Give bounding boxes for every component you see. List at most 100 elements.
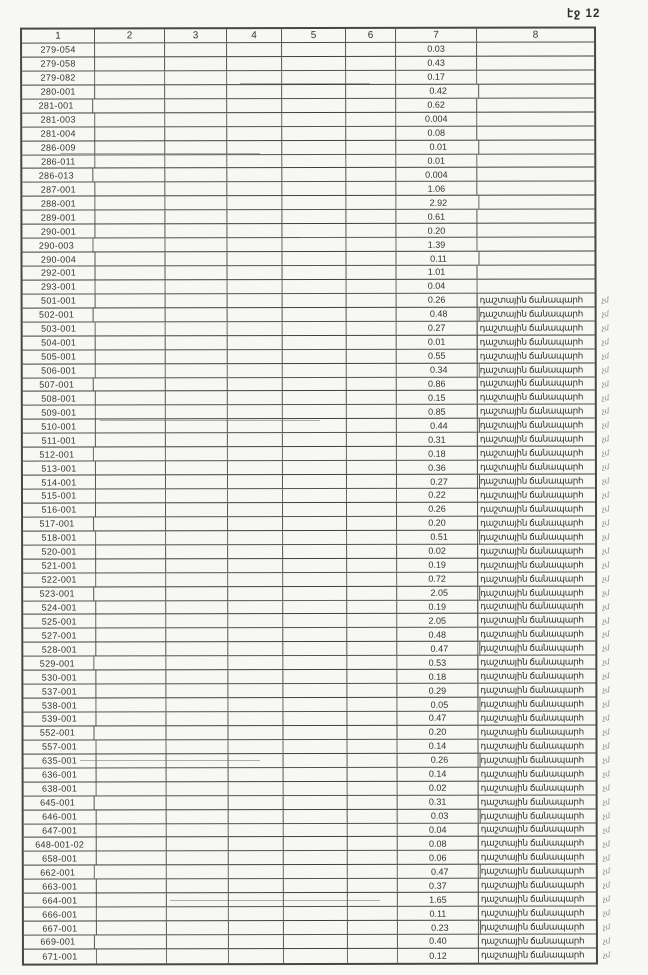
land-use-note-cell: դաշտային ճանապարհ xyxy=(477,836,596,851)
empty-cell xyxy=(96,865,167,879)
empty-cell xyxy=(346,126,397,140)
parcel-code-cell: 290-003 xyxy=(20,238,94,252)
empty-cell xyxy=(96,907,167,921)
empty-cell xyxy=(165,363,228,377)
land-use-note-cell: դաշտային ճանապարհ xyxy=(476,460,595,474)
empty-cell xyxy=(228,586,284,600)
empty-cell xyxy=(283,586,348,600)
empty-cell xyxy=(283,767,348,781)
empty-cell xyxy=(227,391,283,405)
empty-cell xyxy=(166,740,229,754)
edge-text-fragment: չմ xyxy=(602,588,610,598)
empty-cell xyxy=(227,210,283,224)
table-row: 290-004 0.11 xyxy=(22,251,595,267)
empty-cell xyxy=(347,572,398,586)
parcel-code-cell: 539-001 xyxy=(23,712,97,726)
empty-cell xyxy=(95,308,166,322)
table-row: 647-001 0.04 դաշտային ճանապարհ xyxy=(23,822,596,839)
area-value-cell: 0.19 xyxy=(397,600,479,614)
empty-cell xyxy=(166,614,229,628)
area-value-cell: 0.01 xyxy=(396,335,478,349)
land-use-note-cell xyxy=(477,224,594,237)
empty-cell xyxy=(347,879,398,893)
parcel-code-cell: 530-001 xyxy=(23,670,97,684)
empty-cell xyxy=(227,447,283,461)
empty-cell xyxy=(96,628,167,642)
table-row: 638-001 0.02 դաշտային ճանապարհ xyxy=(23,781,596,797)
parcel-code-cell: 663-001 xyxy=(23,879,97,893)
parcel-code-cell: 666-001 xyxy=(23,907,97,921)
empty-cell xyxy=(282,140,347,154)
table-row: 287-001 1.06 xyxy=(22,181,595,197)
area-value-cell: 0.18 xyxy=(397,669,479,683)
empty-cell xyxy=(346,154,397,168)
empty-cell xyxy=(347,697,398,711)
empty-cell xyxy=(96,503,167,517)
area-value-cell: 0.20 xyxy=(397,725,479,739)
empty-cell xyxy=(95,489,167,503)
empty-cell xyxy=(347,795,398,809)
parcel-code-cell: 280-001 xyxy=(22,85,96,99)
empty-cell xyxy=(165,71,228,85)
empty-cell xyxy=(166,642,229,656)
table-row: 289-001 0.61 xyxy=(22,209,595,225)
parcel-code-cell: 502-001 xyxy=(20,308,94,322)
land-use-note-cell: դաշտային ճանապարհ xyxy=(476,432,595,446)
area-value-cell: 0.08 xyxy=(396,126,478,140)
empty-cell xyxy=(165,377,228,391)
area-value-cell: 0.26 xyxy=(397,502,479,516)
empty-cell xyxy=(95,363,166,377)
empty-cell xyxy=(95,210,166,224)
empty-cell xyxy=(283,823,348,837)
empty-cell xyxy=(282,307,347,321)
area-value-cell: 0.47 xyxy=(397,711,479,725)
area-value-cell: 0.06 xyxy=(397,851,479,865)
land-use-note-cell: դաշտային ճանապարհ xyxy=(477,613,596,628)
empty-cell xyxy=(282,42,347,57)
empty-cell xyxy=(282,475,347,489)
area-value-cell: 0.01 xyxy=(396,154,478,168)
empty-cell xyxy=(165,98,228,113)
parcel-code-cell: 658-001 xyxy=(23,851,97,865)
empty-cell xyxy=(283,502,348,516)
empty-cell xyxy=(283,948,348,963)
parcel-code-cell: 521-001 xyxy=(23,559,97,573)
table-row: 290-003 1.39 xyxy=(20,237,595,253)
empty-cell xyxy=(347,642,398,656)
empty-cell xyxy=(346,488,398,502)
parcel-code-cell: 522-001 xyxy=(23,573,97,587)
parcel-code-cell: 557-001 xyxy=(23,740,97,754)
area-value-cell: 0.44 xyxy=(398,419,480,433)
empty-cell xyxy=(96,879,167,893)
empty-cell xyxy=(95,43,166,57)
edge-text-fragment: չմ xyxy=(601,420,609,430)
edge-text-fragment: չմ xyxy=(602,574,609,584)
edge-text-fragment: չմ xyxy=(602,769,610,779)
empty-cell xyxy=(166,544,229,559)
table-row: 517-001 0.20 դաշտային ճանապարհ xyxy=(21,516,596,532)
empty-cell xyxy=(165,447,228,461)
area-value-cell: 0.19 xyxy=(397,558,479,572)
land-use-note-cell xyxy=(478,279,595,292)
land-use-note-cell xyxy=(477,84,594,97)
empty-cell xyxy=(227,307,283,321)
empty-cell xyxy=(227,266,283,280)
area-value-cell: 0.14 xyxy=(397,739,479,753)
empty-cell xyxy=(346,251,397,265)
empty-cell xyxy=(165,154,228,168)
parcel-code-cell: 290-001 xyxy=(22,224,96,238)
land-use-note-cell: դաշտային ճանապարհ xyxy=(476,321,595,335)
empty-cell xyxy=(228,921,284,935)
area-value-cell: 0.53 xyxy=(397,655,479,670)
empty-cell xyxy=(347,781,398,795)
parcel-code-cell: 286-011 xyxy=(22,154,96,169)
area-value-cell: 0.51 xyxy=(399,530,481,544)
table-row: 522-001 0.72 դաշտային ճանապարհ xyxy=(23,572,596,588)
area-value-cell: 0.42 xyxy=(398,84,480,98)
empty-cell xyxy=(283,530,348,544)
land-use-note-cell: դաշտային ճանապարհ xyxy=(477,795,596,809)
edge-text-fragment: չմ xyxy=(602,643,610,653)
edge-text-fragment: չմ xyxy=(601,378,609,388)
